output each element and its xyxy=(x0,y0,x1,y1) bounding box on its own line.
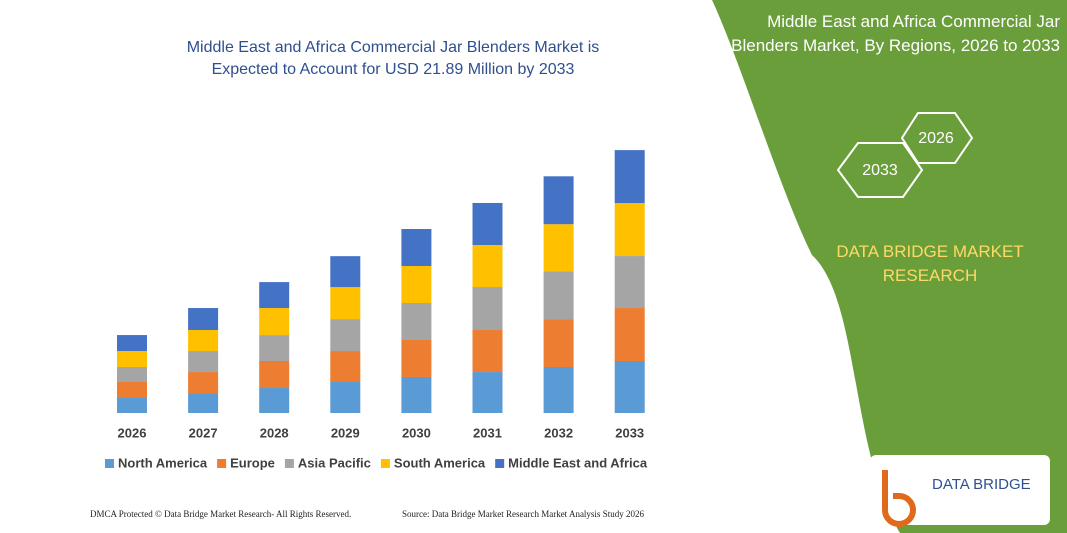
bar-segment xyxy=(543,271,574,320)
bar-segment xyxy=(472,330,503,373)
bar-segment xyxy=(614,308,645,362)
legend-label: North America xyxy=(118,455,208,470)
bar-segment xyxy=(188,308,219,331)
bar-segment xyxy=(401,266,432,303)
bar-segment xyxy=(188,393,219,413)
bar-segment xyxy=(188,330,219,352)
logo-text: DATA BRIDGE xyxy=(932,476,1031,493)
bar-segment xyxy=(614,203,645,257)
bar-segment xyxy=(259,361,290,389)
bar-segment xyxy=(401,302,432,340)
bar-segment xyxy=(614,150,645,204)
legend-swatch xyxy=(105,459,114,468)
bar-segment xyxy=(330,287,361,320)
bar-segment xyxy=(543,176,574,225)
bar-segment xyxy=(259,308,290,336)
bar-segment xyxy=(401,339,432,377)
bar-segment xyxy=(614,361,645,413)
bar-segment xyxy=(259,388,290,413)
panel-title: Middle East and Africa Commercial Jar Bl… xyxy=(731,12,1060,55)
bar-segment xyxy=(117,351,147,368)
bar-segment xyxy=(330,319,361,352)
hex-label: 2033 xyxy=(862,162,898,179)
bar-segment xyxy=(330,382,361,413)
bar-segment xyxy=(259,335,290,362)
bar-segment xyxy=(330,256,361,288)
footer-left: DMCA Protected © Data Bridge Market Rese… xyxy=(90,509,351,519)
footer-right: Source: Data Bridge Market Research Mark… xyxy=(402,509,644,519)
bar-segment xyxy=(117,397,147,413)
legend-label: Asia Pacific xyxy=(298,455,371,470)
bar-segment xyxy=(614,256,645,309)
hex-label: 2026 xyxy=(918,130,954,147)
bar-segment xyxy=(117,335,147,352)
legend-label: Middle East and Africa xyxy=(508,455,648,470)
bar-segment xyxy=(472,244,503,288)
x-tick-label: 2029 xyxy=(331,425,360,440)
brand-box: DATA BRIDGE MARKET RESEARCH xyxy=(836,242,1024,285)
bar-segment xyxy=(117,382,147,398)
bar-segment xyxy=(472,287,503,331)
bar-segment xyxy=(401,229,432,267)
bar-segment xyxy=(188,351,219,373)
legend-label: South America xyxy=(394,455,486,470)
title-line: Middle East and Africa Commercial Jar Bl… xyxy=(187,39,600,56)
x-tick-label: 2031 xyxy=(473,425,502,440)
bar-segment xyxy=(472,202,503,245)
bar-segment xyxy=(259,282,290,309)
x-tick-label: 2032 xyxy=(544,425,573,440)
x-tick-label: 2033 xyxy=(615,425,644,440)
bar-segment xyxy=(543,367,574,413)
chart-title: Middle East and Africa Commercial Jar Bl… xyxy=(187,39,600,78)
bar-segment xyxy=(472,372,503,413)
x-tick-label: 2027 xyxy=(189,425,218,440)
legend-swatch xyxy=(217,459,227,468)
x-tick-label: 2028 xyxy=(260,425,289,440)
hexagon xyxy=(900,112,974,164)
legend-swatch xyxy=(380,459,390,468)
green-panel xyxy=(712,0,1067,533)
logo-icon xyxy=(882,470,916,527)
bar-segment xyxy=(401,376,432,413)
bar-segment xyxy=(117,367,147,383)
bar-segment xyxy=(330,351,361,383)
bar-segment xyxy=(543,319,574,368)
brand: DATA BRIDGE MARKET RESEARCH xyxy=(836,242,1024,285)
x-tick-label: 2026 xyxy=(118,425,147,440)
legend-label: Europe xyxy=(230,455,275,470)
x-tick-label: 2030 xyxy=(402,425,431,440)
bar-segment xyxy=(543,224,574,272)
panel-title-box: Middle East and Africa Commercial Jar Bl… xyxy=(731,12,1060,55)
legend-swatch xyxy=(495,459,505,468)
title-line: Expected to Account for USD 21.89 Millio… xyxy=(212,61,575,78)
bar-segment xyxy=(188,372,219,394)
legend-swatch xyxy=(284,459,294,468)
hexagon xyxy=(836,142,924,198)
